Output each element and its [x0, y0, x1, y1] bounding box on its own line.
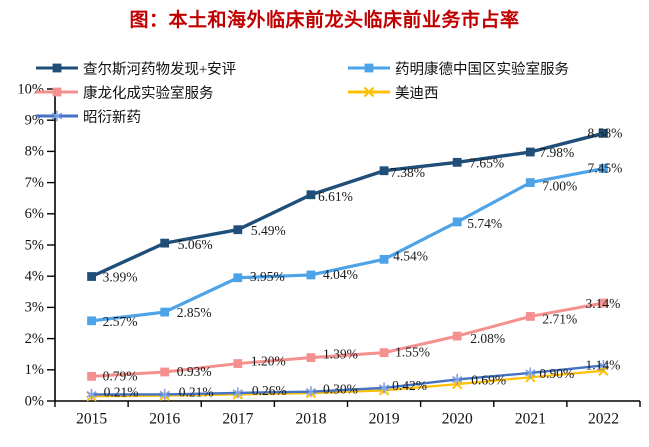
svg-text:2016: 2016	[149, 411, 180, 428]
svg-text:4%: 4%	[25, 269, 44, 285]
svg-text:2018: 2018	[295, 411, 326, 428]
svg-text:3.99%: 3.99%	[103, 270, 138, 285]
svg-text:0%: 0%	[25, 393, 44, 409]
svg-text:3.14%: 3.14%	[585, 296, 620, 311]
svg-text:5.74%: 5.74%	[467, 216, 502, 231]
svg-text:0.30%: 0.30%	[323, 382, 358, 397]
svg-text:8.58%: 8.58%	[587, 125, 622, 140]
legend-item-joinn: 昭衍新药	[36, 108, 141, 126]
legend-item-pharmaron: 康龙化成实验室服务	[36, 84, 214, 102]
svg-text:2.08%: 2.08%	[470, 331, 505, 346]
legend-label: 昭衍新药	[83, 109, 141, 126]
legend-item-charles-river: 查尔斯河药物发现+安评	[36, 60, 237, 78]
svg-text:6.61%: 6.61%	[318, 189, 353, 204]
svg-text:2015: 2015	[76, 411, 107, 428]
svg-text:2020: 2020	[442, 411, 473, 428]
svg-text:5.06%: 5.06%	[178, 237, 213, 252]
legend-marker-square-icon	[348, 61, 390, 75]
svg-text:1.55%: 1.55%	[395, 345, 430, 360]
chart-title: 图：本土和海外临床前龙头临床前业务市占率	[129, 10, 520, 31]
legend-label: 美迪西	[395, 85, 439, 102]
legend-marker-square-icon	[36, 85, 78, 99]
legend-marker-x-icon	[348, 85, 390, 99]
svg-text:2021: 2021	[515, 411, 546, 428]
legend-marker-asterisk-icon	[36, 109, 78, 123]
svg-text:7%: 7%	[25, 175, 44, 191]
svg-text:5%: 5%	[25, 237, 44, 253]
legend-label: 康龙化成实验室服务	[83, 85, 214, 102]
svg-text:2%: 2%	[25, 331, 44, 347]
svg-text:7.65%: 7.65%	[469, 155, 504, 170]
svg-text:1.14%: 1.14%	[585, 358, 620, 373]
svg-text:1.20%: 1.20%	[251, 354, 286, 369]
svg-text:7.98%: 7.98%	[539, 145, 574, 160]
svg-text:7.38%: 7.38%	[390, 165, 425, 180]
svg-text:0.90%: 0.90%	[539, 366, 574, 381]
legend-item-medicilon: 美迪西	[348, 84, 439, 102]
svg-text:8%: 8%	[25, 144, 44, 160]
svg-text:2.57%: 2.57%	[103, 314, 138, 329]
svg-text:0.79%: 0.79%	[103, 368, 138, 383]
svg-text:5.49%: 5.49%	[251, 223, 286, 238]
svg-text:2019: 2019	[369, 411, 400, 428]
svg-text:4.04%: 4.04%	[323, 267, 358, 282]
svg-text:2022: 2022	[588, 411, 619, 428]
svg-text:0.21%: 0.21%	[179, 385, 214, 400]
svg-text:0.69%: 0.69%	[471, 373, 506, 388]
legend-item-wuxi-apptec: 药明康德中国区实验室服务	[348, 60, 569, 78]
svg-text:0.21%: 0.21%	[104, 385, 139, 400]
svg-text:0.26%: 0.26%	[252, 383, 287, 398]
svg-text:3%: 3%	[25, 300, 44, 316]
svg-text:4.54%: 4.54%	[393, 248, 428, 263]
svg-text:6%: 6%	[25, 206, 44, 222]
svg-text:0.42%: 0.42%	[392, 378, 427, 393]
legend-marker-square-icon	[36, 61, 78, 75]
svg-text:1%: 1%	[25, 362, 44, 378]
svg-text:2.85%: 2.85%	[177, 305, 212, 320]
svg-text:7.45%: 7.45%	[587, 161, 622, 176]
svg-text:2017: 2017	[222, 411, 253, 428]
svg-text:3.95%: 3.95%	[250, 269, 285, 284]
legend-label: 查尔斯河药物发现+安评	[83, 61, 237, 78]
svg-text:7.00%: 7.00%	[542, 179, 577, 194]
svg-text:1.39%: 1.39%	[323, 347, 358, 362]
legend-label: 药明康德中国区实验室服务	[395, 61, 569, 78]
svg-text:2.71%: 2.71%	[542, 312, 577, 327]
svg-text:0.93%: 0.93%	[177, 364, 212, 379]
